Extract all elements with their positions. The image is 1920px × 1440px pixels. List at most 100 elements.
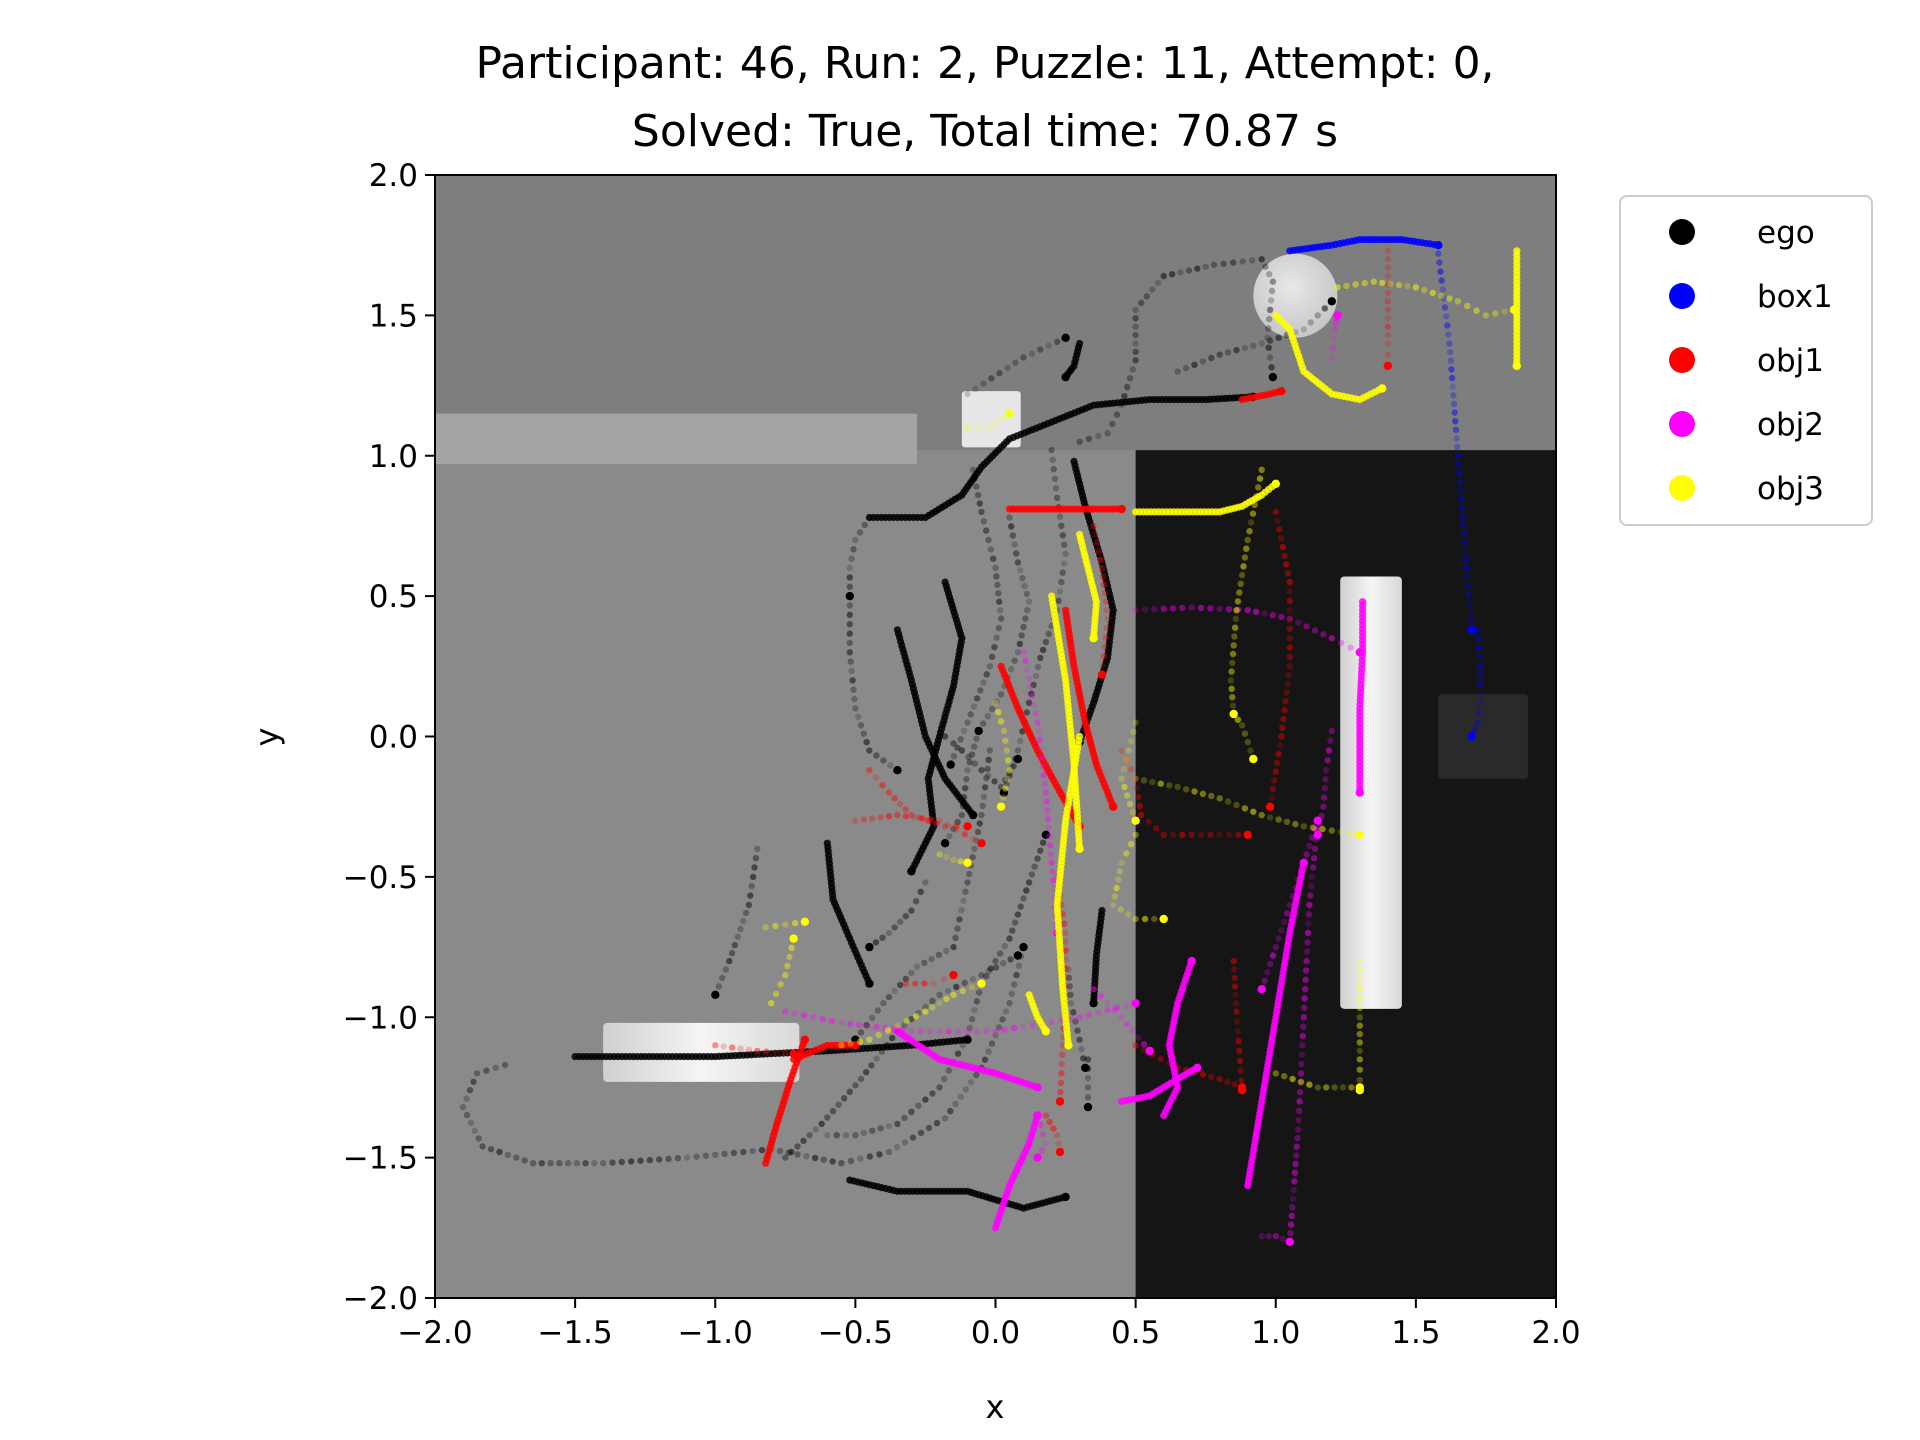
data-point-ego [992,957,999,965]
data-point-ego [1202,263,1209,270]
data-point-ego [966,759,973,766]
data-point-obj3 [1140,777,1148,784]
data-point-ego [954,744,961,751]
data-point-obj2 [1039,1131,1047,1138]
data-point-ego [1025,699,1033,706]
data-point-box1 [1477,672,1484,679]
data-point-obj2 [1355,788,1365,797]
data-point-ego [1014,649,1022,656]
data-point-ego [1008,665,1015,673]
data-point-obj1 [1271,777,1278,784]
data-point-ego [1300,326,1308,333]
data-point-obj2 [1038,754,1045,761]
data-point-obj2 [1306,901,1313,909]
data-point-ego [980,380,987,387]
data-point-ego [600,1160,607,1167]
data-point-obj3 [786,953,793,961]
data-point-obj3 [929,1004,936,1011]
data-point-obj3 [963,858,972,867]
data-point-obj2 [1042,789,1050,796]
legend-marker-box1 [1669,283,1695,309]
data-point-obj1 [1132,775,1139,782]
data-point-obj1 [1274,759,1281,766]
data-point-ego [463,1111,471,1119]
data-point-obj2 [1032,710,1040,717]
data-point-obj1 [1236,1057,1244,1065]
data-point-ego [885,1123,893,1130]
data-point-obj2 [1090,986,1097,993]
data-point-obj2 [1039,763,1047,770]
data-point-obj3 [1041,1027,1051,1036]
data-point-ego [776,1147,784,1155]
data-point-obj1 [1234,1028,1242,1035]
data-point-ego [1084,1074,1092,1082]
data-point-ego [1015,962,1023,969]
data-point-obj1 [1197,831,1205,838]
data-point-obj2 [1275,935,1282,942]
data-point-ego [971,475,978,482]
x-tick-label: −2.0 [397,1315,472,1351]
data-point-obj2 [1313,826,1321,834]
data-point-ego [974,726,983,736]
data-point-ego [1011,657,1018,664]
data-point-obj3 [1121,783,1128,791]
data-point-ego [1230,259,1237,266]
data-point-obj2 [1292,1160,1299,1168]
data-point-obj3 [1429,289,1436,297]
data-point-obj2 [945,1028,952,1035]
data-point-obj3 [986,424,994,431]
data-point-obj3 [1266,814,1274,821]
data-point-ego [1307,319,1315,326]
data-point-obj3 [943,995,950,1003]
data-point-box1 [1464,582,1472,589]
data-point-box1 [1439,286,1447,293]
data-point-obj1 [879,782,886,789]
data-point-obj2 [846,1020,854,1028]
data-point-box1 [1450,400,1458,408]
data-point-ego [1045,342,1052,349]
data-point-ego [979,802,986,810]
legend-label-obj3: obj3 [1757,471,1824,507]
data-point-obj3 [1297,1078,1305,1086]
data-point-box1 [1462,556,1469,563]
data-point-obj2 [1302,976,1309,983]
data-point-ego [1065,974,1073,982]
data-point-ego [1199,358,1207,365]
data-point-ego [1327,297,1337,306]
data-point-ego [994,581,1001,589]
data-point-ego [963,1035,972,1044]
data-point-obj3 [1199,790,1207,797]
data-point-ego [847,1157,855,1165]
data-point-box1 [1440,295,1448,302]
data-point-obj3 [1004,757,1012,764]
data-point-ego [908,907,915,914]
data-point-obj3 [768,1000,775,1007]
data-point-ego [1039,646,1047,654]
data-point-obj2 [1044,807,1051,814]
data-point-obj3 [1356,1056,1364,1063]
data-point-obj1 [1277,387,1286,396]
data-point-ego [984,772,992,779]
data-point-obj3 [1132,915,1139,923]
data-point-obj3 [1244,536,1251,544]
data-point-ego [1080,1055,1087,1062]
data-point-ego [492,1064,499,1072]
data-point-obj1 [1384,315,1392,322]
data-point-ego [866,1153,874,1160]
data-point-ego [868,1062,875,1069]
data-point-obj2 [1283,910,1291,917]
data-point-obj1 [1055,1147,1065,1157]
data-point-ego [936,1084,943,1091]
data-point-obj3 [1006,767,1013,774]
data-point-obj3 [788,944,795,951]
data-point-obj1 [1274,517,1281,524]
data-point-ego [962,785,969,792]
data-point-obj3 [1238,571,1246,579]
data-point-ego [529,1160,537,1167]
data-point-ego [880,1000,887,1007]
data-point-box1 [1455,461,1462,468]
data-point-obj2 [1332,319,1340,326]
data-point-obj2 [1036,736,1043,744]
data-point-ego [912,898,920,905]
data-point-obj1 [1169,831,1177,838]
